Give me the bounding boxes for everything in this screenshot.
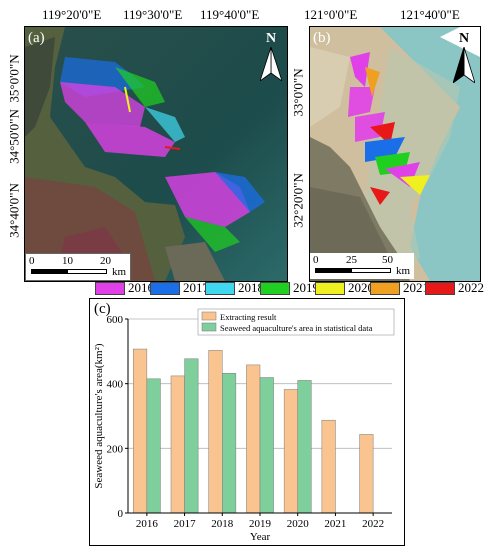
legend-swatch (95, 281, 125, 295)
panel-b-north-arrow: N (452, 31, 476, 87)
bar-extracting-2021 (321, 419, 336, 514)
legend-year-label: 2022 (458, 280, 484, 295)
bar-extracting-2020 (283, 389, 298, 514)
bar-extracting-2018 (208, 350, 223, 514)
panel-a-lat-label-2: 34°50'0"N (6, 109, 22, 164)
panel-a-lon-label-3: 119°40'0"E (200, 7, 260, 22)
bar-extracting-2016 (133, 348, 148, 514)
legend-swatch-0 (201, 311, 217, 321)
panel-a-scale-bar: 0 10 20 km (25, 253, 131, 281)
legend-swatch (315, 281, 345, 295)
panel-a-lat-label-3: 34°40'0"N (6, 183, 22, 238)
legend-swatch (150, 281, 180, 295)
x-tick-label: 2022 (362, 518, 384, 530)
year-legend-item-2016: 2016 (95, 280, 154, 295)
year-legend-item-2019: 2019 (260, 280, 319, 295)
legend-year-label: 2020 (348, 280, 374, 295)
panel-a-scale-tick-0: 0 (29, 255, 35, 267)
x-tick-label: 2020 (287, 518, 310, 530)
bar-chart-svg: (c) 0 200 400 600 2016 2017 2018 2019 2020 2021 202… (93, 301, 395, 543)
panel-b-map-image (310, 27, 480, 281)
y-tick-label: 600 (107, 314, 124, 326)
x-tick-label: 2017 (174, 518, 197, 530)
y-tick-label: 400 (107, 379, 124, 391)
x-tick-label: 2018 (211, 518, 234, 530)
legend-year-label: 2018 (238, 280, 264, 295)
legend-year-label: 2021 (403, 280, 429, 295)
legend-swatch-1 (201, 322, 217, 332)
bar-statistical-2019 (259, 377, 274, 514)
year-legend-item-2017: 2017 (150, 280, 209, 295)
panel-b-label: (b) (313, 30, 331, 46)
north-arrow-icon (452, 46, 476, 85)
panel-a-scale-tick-1: 10 (62, 255, 73, 267)
panel-a-north-arrow: N (259, 31, 283, 83)
panel-b-north-label: N (458, 31, 470, 46)
x-tick-label: 2021 (324, 518, 346, 530)
panel-a-map: (a) N 0 10 20 km (24, 26, 288, 282)
legend-box (197, 308, 395, 336)
panel-b-lat-label-1: 33°0'0"N (290, 68, 306, 117)
panel-a-scale-bar-white (67, 269, 107, 274)
panel-a-map-image (25, 27, 287, 281)
panel-b-scale-bar: 0 25 50 km (310, 253, 414, 279)
panel-a-scale-unit: km (112, 266, 127, 278)
legend-year-label: 2019 (293, 280, 319, 295)
north-arrow-icon (259, 46, 283, 83)
panel-a-label: (a) (28, 30, 45, 46)
panel-b-lon-label-1: 121°0'0"E (304, 7, 358, 22)
bar-statistical-2016 (146, 378, 161, 514)
panel-b-scale-bar-black (315, 268, 351, 273)
panel-a-scale-tick-2: 20 (100, 255, 111, 267)
panel-a-north-label: N (265, 31, 277, 46)
bar-extracting-2019 (246, 364, 261, 514)
year-legend-item-2020: 2020 (315, 280, 374, 295)
panel-a-lon-label-2: 119°30'0"E (123, 7, 183, 22)
panel-b-map: (b) N 0 25 50 km (309, 26, 481, 282)
legend-label-0: Extracting result (220, 312, 277, 322)
panel-c-chart: (c) 0 200 400 600 2016 2017 2018 2019 2020 2021 202… (89, 298, 405, 546)
x-axis-label: Year (250, 531, 271, 543)
y-tick-label: 0 (118, 508, 124, 520)
legend-year-label: 2017 (183, 280, 209, 295)
legend-swatch (370, 281, 400, 295)
year-legend-item-2022: 2022 (425, 280, 484, 295)
x-tick-label: 2016 (136, 518, 159, 530)
panel-b-scale-tick-2: 50 (382, 254, 393, 266)
bar-extracting-2022 (359, 434, 374, 514)
legend-year-label: 2016 (128, 280, 154, 295)
bar-statistical-2017 (184, 358, 199, 514)
year-legend-item-2018: 2018 (205, 280, 264, 295)
year-legend-item-2021: 2021 (370, 280, 429, 295)
panel-b-lat-label-2: 32°20'0"N (290, 173, 306, 228)
panel-a-scale-bar-black (31, 269, 67, 274)
bar-statistical-2020 (297, 380, 312, 514)
x-tick-label: 2019 (249, 518, 272, 530)
legend-swatch (425, 281, 455, 295)
panel-c-label: (c) (94, 301, 111, 317)
panel-b-scale-unit: km (396, 265, 411, 277)
y-axis-label: Seaweed aquaculture's area(km²) (93, 343, 105, 488)
panel-a-lat-label-1: 35°0'0"N (6, 54, 22, 103)
panel-a-lon-label-1: 119°20'0"E (42, 7, 102, 22)
panel-b-scale-bar-white (351, 268, 391, 273)
legend-swatch (260, 281, 290, 295)
bar-statistical-2018 (222, 373, 237, 514)
year-legend: 2016 2017 2018 2019 2020 2021 2022 (95, 280, 485, 297)
legend-label-1: Seaweed aquaculture's area in statistica… (220, 323, 373, 333)
panel-b-scale-tick-0: 0 (313, 254, 319, 266)
y-tick-label: 200 (107, 443, 124, 455)
panel-b-scale-tick-1: 25 (346, 254, 357, 266)
legend-swatch (205, 281, 235, 295)
bar-extracting-2017 (170, 375, 185, 514)
panel-b-lon-label-2: 121°40'0"E (400, 7, 460, 22)
